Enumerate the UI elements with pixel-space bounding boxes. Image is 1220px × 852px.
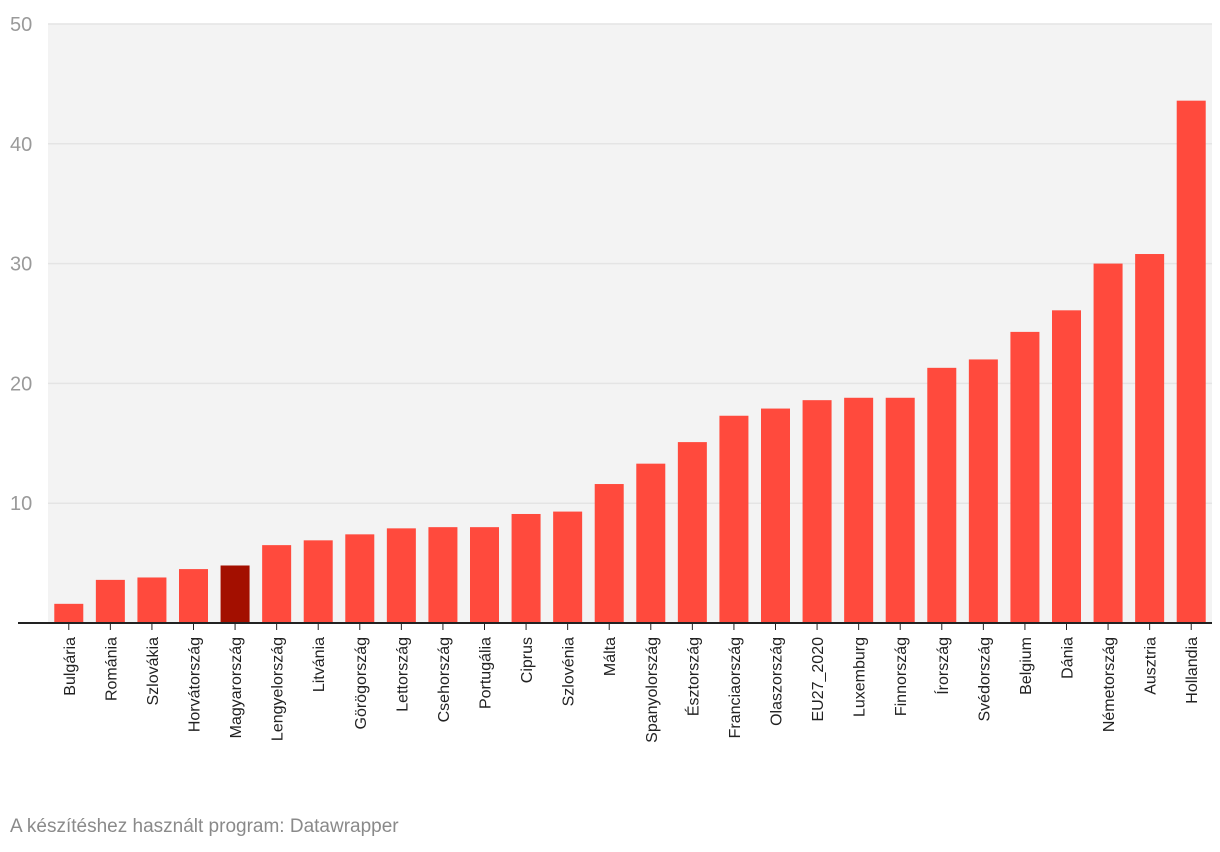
x-label-franciaorsz-g: Franciaország xyxy=(727,637,744,738)
x-label-olaszorsz-g: Olaszország xyxy=(769,637,786,726)
chart-svg: 10 20 30 40 50 Bulgária Románia Szlovákia Horvá… xyxy=(10,14,1212,743)
y-axis-ticks: 10 20 30 40 50 xyxy=(10,14,32,515)
bar--sztorsz-g xyxy=(677,442,707,623)
x-label-g-r-gorsz-g: Görögország xyxy=(353,637,370,730)
x-label-m-lta: Málta xyxy=(602,637,619,676)
x-label-n-metorsz-g: Németország xyxy=(1101,637,1118,732)
bars xyxy=(54,100,1206,624)
bar-luxemburg xyxy=(844,397,874,623)
bar-litv-nia xyxy=(303,540,333,623)
x-label-szlov-nia: Szlovénia xyxy=(561,637,578,706)
x-label-szlov-kia: Szlovákia xyxy=(145,637,162,706)
bar-finnorsz-g xyxy=(885,397,915,623)
bar-eu27-2020 xyxy=(802,400,832,623)
bar-szlov-kia xyxy=(137,577,167,623)
y-tick-label-40: 40 xyxy=(10,134,32,156)
bar-d-nia xyxy=(1052,310,1081,623)
x-label-magyarorsz-g: Magyarország xyxy=(228,637,245,738)
x-label-hollandia: Hollandia xyxy=(1184,637,1201,704)
bar-hollandia xyxy=(1176,100,1206,623)
x-label-litv-nia: Litvánia xyxy=(311,637,328,692)
bar-chart: 10 20 30 40 50 Bulgária Románia Szlovákia Horvá… xyxy=(10,14,1212,743)
x-label-d-nia: Dánia xyxy=(1060,637,1077,679)
x-label-sv-dorsz-g: Svédország xyxy=(976,637,993,722)
bar-lengyelorsz-g xyxy=(262,545,292,623)
bar-szlov-nia xyxy=(553,511,583,623)
x-label-lengyelorsz-g: Lengyelország xyxy=(270,637,287,741)
bar-franciaorsz-g xyxy=(719,415,749,623)
bar-spanyolorsz-g xyxy=(636,463,666,623)
x-label-csehorsz-g: Csehország xyxy=(436,637,453,722)
bar--rorsz-g xyxy=(927,367,957,623)
bar-g-r-gorsz-g xyxy=(345,534,375,623)
bar-n-metorsz-g xyxy=(1093,263,1123,623)
bar-portug-lia xyxy=(470,527,499,623)
x-label-finnorsz-g: Finnország xyxy=(893,637,910,716)
y-tick-label-10: 10 xyxy=(10,493,32,515)
bar-m-lta xyxy=(594,484,624,623)
y-tick-label-50: 50 xyxy=(10,14,32,36)
x-label-luxemburg: Luxemburg xyxy=(852,637,869,717)
bar-sv-dorsz-g xyxy=(968,359,998,623)
x-label-lettorsz-g: Lettország xyxy=(394,637,411,712)
x-axis xyxy=(18,622,1212,630)
bar-olaszorsz-g xyxy=(761,408,790,623)
x-label-eu27-2020: EU27_2020 xyxy=(810,637,827,722)
x-label-ausztria: Ausztria xyxy=(1143,637,1160,695)
bar-bulg-ria xyxy=(54,603,84,623)
x-label-ciprus: Ciprus xyxy=(519,637,536,683)
x-label-rom-nia: Románia xyxy=(103,637,120,701)
bar-ciprus xyxy=(511,513,541,623)
x-axis-labels: Bulgária Románia Szlovákia Horvátország Magy… xyxy=(62,637,1201,743)
bar-ausztria xyxy=(1135,254,1165,624)
bar-csehorsz-g xyxy=(428,527,458,623)
x-label-horv-torsz-g: Horvátország xyxy=(187,637,204,732)
bar-belgium xyxy=(1010,331,1040,623)
x-label--sztorsz-g: Észtország xyxy=(683,637,702,716)
y-tick-label-20: 20 xyxy=(10,373,32,395)
y-tick-label-30: 30 xyxy=(10,254,32,276)
x-label-portug-lia: Portugália xyxy=(478,637,495,709)
x-label--rorsz-g: Írország xyxy=(933,637,952,695)
bar-horv-torsz-g xyxy=(179,569,208,623)
x-label-belgium: Belgium xyxy=(1018,637,1035,695)
bar-lettorsz-g xyxy=(386,528,416,623)
x-label-spanyolorsz-g: Spanyolország xyxy=(644,637,661,743)
credit-footer: A készítéshez használt program: Datawrap… xyxy=(10,816,399,837)
x-label-bulg-ria: Bulgária xyxy=(62,637,79,696)
bar-rom-nia xyxy=(95,579,125,623)
bar-magyarorsz-g xyxy=(220,565,250,623)
